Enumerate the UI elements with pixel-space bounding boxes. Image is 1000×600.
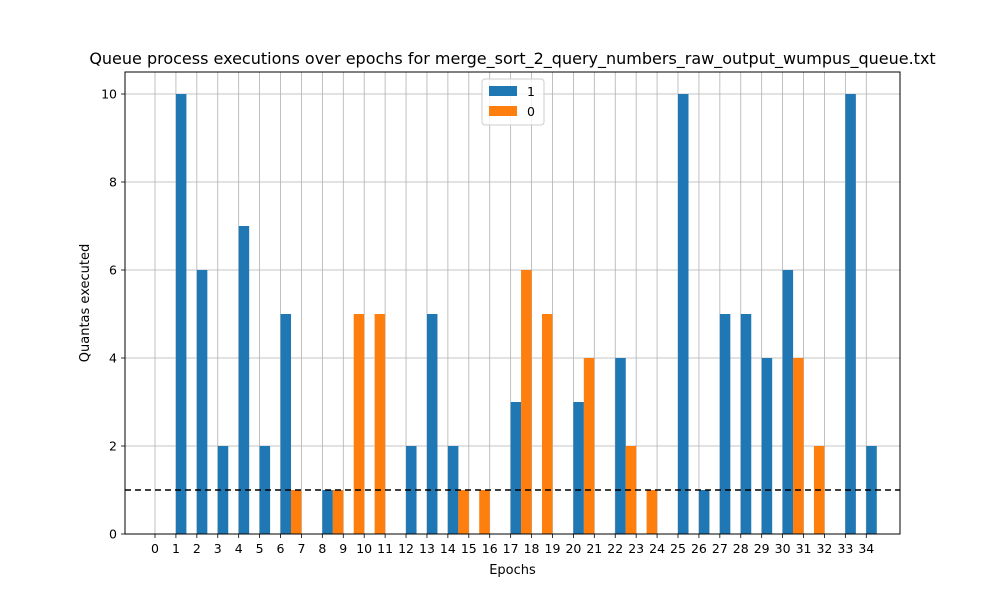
bar-series-1-epoch-30 (782, 270, 794, 534)
y-tick-label: 4 (109, 351, 117, 366)
bar-series-1-epoch-8 (322, 490, 333, 534)
bar-series-0-epoch-7 (290, 490, 302, 534)
x-tick-label: 12 (398, 541, 414, 556)
x-tick-label: 1 (172, 541, 180, 556)
y-axis-ticks: 0 2 4 6 8 10 (101, 87, 125, 542)
bar-series-1-epoch-25 (678, 94, 689, 534)
x-tick-label: 30 (775, 541, 791, 556)
x-tick-label: 27 (712, 541, 728, 556)
x-tick-label: 23 (628, 541, 644, 556)
y-tick-label: 6 (109, 263, 117, 278)
bar-series-1-epoch-34 (866, 446, 877, 534)
legend-label-0: 0 (527, 104, 535, 119)
bar-series-0-epoch-15 (458, 490, 469, 534)
x-tick-label: 28 (733, 541, 749, 556)
x-tick-label: 26 (691, 541, 707, 556)
x-tick-label: 3 (214, 541, 222, 556)
x-axis-ticks: 0 1 2 3 4 5 6 7 8 9 10 11 12 13 14 15 16 17 18 19 20 21 22 23 24… (151, 534, 874, 556)
bar-series-1-epoch-6 (280, 314, 292, 534)
y-axis-label: Quantas executed (78, 244, 93, 362)
bar-series-1-epoch-20 (573, 402, 584, 534)
bar-series-1-epoch-29 (761, 358, 773, 534)
bar-series-1-epoch-17 (510, 402, 522, 534)
x-tick-label: 21 (586, 541, 602, 556)
x-tick-label: 25 (670, 541, 686, 556)
legend-swatch-1 (489, 86, 517, 96)
bar-series-1-epoch-14 (447, 446, 459, 534)
bar-series-0-epoch-24 (646, 490, 658, 534)
x-tick-label: 33 (837, 541, 853, 556)
bar-series-1-epoch-4 (238, 226, 250, 534)
x-tick-label: 19 (545, 541, 561, 556)
x-tick-label: 18 (524, 541, 540, 556)
legend-swatch-0 (489, 106, 517, 116)
x-tick-label: 24 (649, 541, 665, 556)
bar-series-1-epoch-1 (175, 94, 187, 534)
bar-series-1-epoch-13 (426, 314, 438, 534)
x-tick-label: 8 (318, 541, 326, 556)
bar-series-1-epoch-27 (719, 314, 731, 534)
bar-series-1-epoch-28 (740, 314, 752, 534)
x-tick-label: 5 (256, 541, 264, 556)
y-tick-label: 0 (109, 527, 117, 542)
bar-series-1-epoch-2 (196, 270, 208, 534)
bar-series-1-epoch-12 (406, 446, 417, 534)
bar-series-1-epoch-33 (845, 94, 856, 534)
plot-frame (124, 71, 901, 535)
legend-label-1: 1 (527, 84, 535, 99)
x-tick-label: 11 (377, 541, 393, 556)
x-tick-label: 9 (339, 541, 347, 556)
bar-series-1-epoch-26 (698, 490, 710, 534)
bar-series-0-epoch-31 (793, 358, 804, 534)
x-tick-label: 29 (754, 541, 770, 556)
x-tick-label: 0 (151, 541, 159, 556)
x-tick-label: 32 (816, 541, 832, 556)
x-tick-label: 22 (607, 541, 623, 556)
x-tick-label: 31 (796, 541, 812, 556)
bar-series-1-epoch-22 (615, 358, 626, 534)
y-tick-label: 10 (101, 87, 117, 102)
bar-series-1-epoch-3 (217, 446, 229, 534)
x-tick-label: 10 (356, 541, 372, 556)
bar-series-0-epoch-19 (541, 314, 553, 534)
x-tick-label: 15 (461, 541, 477, 556)
y-tick-label: 8 (109, 175, 117, 190)
x-tick-label: 17 (503, 541, 519, 556)
bar-series-0-epoch-9 (332, 490, 344, 534)
x-axis-label: Epochs (489, 563, 536, 578)
legend: 10 (481, 78, 545, 126)
bar-series-0-epoch-21 (583, 358, 595, 534)
x-tick-label: 13 (419, 541, 435, 556)
x-tick-label: 20 (565, 541, 581, 556)
bar-series-0-epoch-16 (479, 490, 490, 534)
chart-title: Queue process executions over epochs for… (89, 49, 935, 69)
x-tick-label: 14 (440, 541, 456, 556)
x-tick-label: 16 (482, 541, 498, 556)
bar-series-0-epoch-10 (353, 314, 365, 534)
bar-series-1-epoch-5 (259, 446, 271, 534)
x-tick-label: 4 (235, 541, 243, 556)
x-tick-label: 6 (277, 541, 285, 556)
y-tick-label: 2 (109, 439, 117, 454)
x-tick-label: 7 (297, 541, 305, 556)
bar-series-0-epoch-18 (521, 270, 532, 534)
bars (175, 94, 877, 534)
x-tick-label: 34 (858, 541, 874, 556)
x-tick-label: 2 (193, 541, 201, 556)
bar-series-0-epoch-11 (374, 314, 386, 534)
